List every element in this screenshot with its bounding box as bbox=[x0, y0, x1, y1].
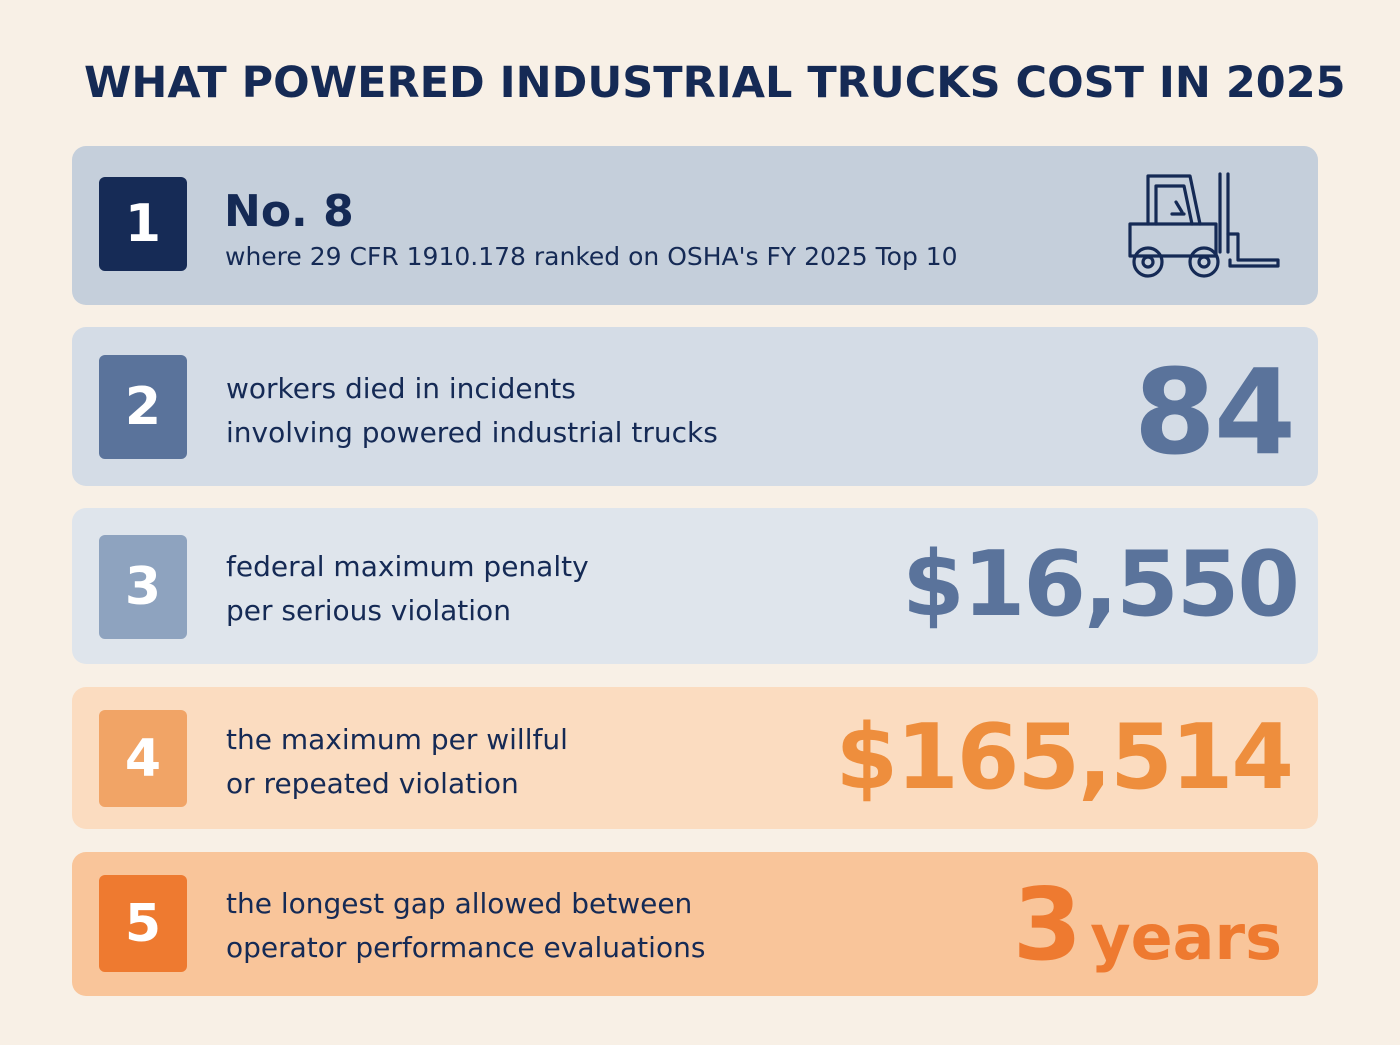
rank-badge-2: 2 bbox=[99, 355, 187, 459]
rank-badge-3: 3 bbox=[99, 535, 187, 639]
card-2-line-2: involving powered industrial trucks bbox=[226, 416, 718, 449]
card-5-description: the longest gap allowed between operator… bbox=[226, 882, 705, 970]
card-4-description: the maximum per willful or repeated viol… bbox=[226, 718, 568, 806]
page-title: WHAT POWERED INDUSTRIAL TRUCKS COST IN 2… bbox=[84, 58, 1346, 108]
rank-badge-1: 1 bbox=[99, 177, 187, 271]
card-4-line-2: or repeated violation bbox=[226, 767, 519, 800]
card-1-headline: No. 8 bbox=[224, 186, 354, 237]
card-4-line-1: the maximum per willful bbox=[226, 723, 568, 756]
stat-card-3: 3 federal maximum penalty per serious vi… bbox=[72, 508, 1318, 664]
card-1-text: where 29 CFR 1910.178 ranked on OSHA's F… bbox=[225, 242, 958, 271]
rank-badge-5: 5 bbox=[99, 875, 187, 972]
card-3-description: federal maximum penalty per serious viol… bbox=[226, 545, 589, 633]
forklift-icon bbox=[1128, 172, 1280, 278]
card-5-line-2: operator performance evaluations bbox=[226, 931, 706, 964]
card-2-description: workers died in incidents involving powe… bbox=[226, 367, 718, 455]
card-5-stat: 3 years bbox=[1013, 866, 1282, 983]
stat-card-4: 4 the maximum per willful or repeated vi… bbox=[72, 687, 1318, 829]
card-2-line-1: workers died in incidents bbox=[226, 372, 576, 405]
card-5-stat-unit: years bbox=[1090, 901, 1282, 974]
card-3-stat: $16,550 bbox=[902, 532, 1300, 637]
card-2-stat: 84 bbox=[1133, 343, 1296, 481]
card-3-line-1: federal maximum penalty bbox=[226, 550, 589, 583]
stat-card-5: 5 the longest gap allowed between operat… bbox=[72, 852, 1318, 996]
card-5-stat-value: 3 bbox=[1012, 866, 1083, 983]
card-3-line-2: per serious violation bbox=[226, 594, 511, 627]
stat-card-2: 2 workers died in incidents involving po… bbox=[72, 327, 1318, 486]
rank-badge-4: 4 bbox=[99, 710, 187, 807]
card-4-stat: $165,514 bbox=[835, 705, 1294, 810]
card-5-line-1: the longest gap allowed between bbox=[226, 887, 693, 920]
stat-card-1: 1 No. 8 where 29 CFR 1910.178 ranked on … bbox=[72, 146, 1318, 305]
